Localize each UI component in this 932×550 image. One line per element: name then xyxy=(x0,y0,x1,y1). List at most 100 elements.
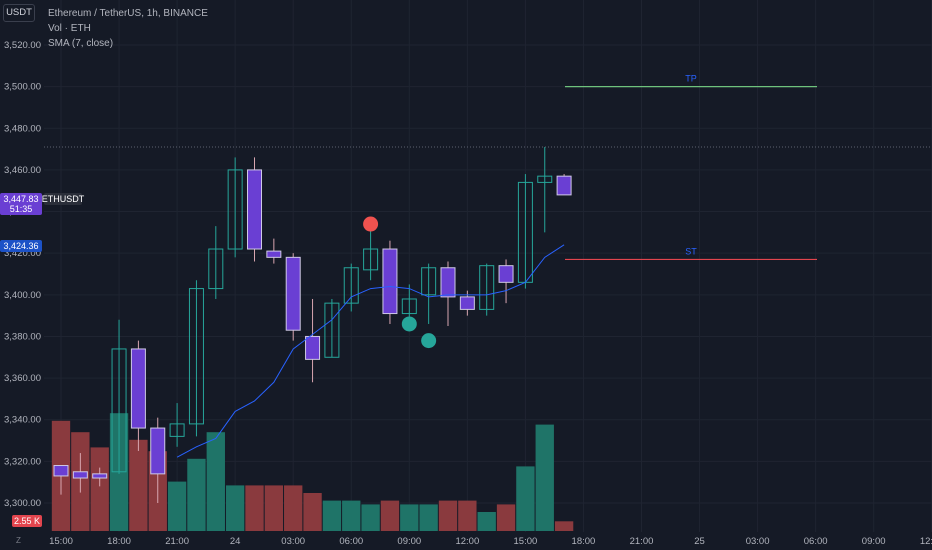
symbol-label: ETHUSDT xyxy=(42,194,85,204)
signal-marker xyxy=(363,216,379,232)
candle-body xyxy=(92,473,108,479)
x-tick-label: 25 xyxy=(694,536,705,547)
y-tick-label: 3,380.00 xyxy=(4,331,41,342)
x-tick-label: 03:00 xyxy=(281,536,305,547)
candle-body xyxy=(227,169,243,250)
volume-bar xyxy=(187,458,206,531)
volume-bar xyxy=(496,504,516,531)
sma-line xyxy=(176,244,565,458)
candle-body xyxy=(266,250,282,258)
candle-body xyxy=(440,267,456,298)
x-tick-label: 15:00 xyxy=(49,536,73,547)
candle-body xyxy=(401,298,417,315)
time-axis: 15:00 18:00 21:00 24 03:00 06:00 09:00 12:00 15:… xyxy=(49,536,932,547)
candle-body xyxy=(382,248,398,315)
symbol-title[interactable]: Ethereum / TetherUS, 1h, BINANCE xyxy=(48,8,208,19)
x-tick-label: 06:00 xyxy=(339,536,363,547)
y-tick-label: 3,420.00 xyxy=(4,248,41,259)
volume-bar xyxy=(419,504,438,531)
y-tick-label: 3,460.00 xyxy=(4,165,41,176)
candle-body xyxy=(130,348,146,429)
volume-bar xyxy=(225,485,245,531)
price-axis: 3,300.00 3,320.00 3,340.00 3,360.00 3,380.00… xyxy=(4,40,41,509)
candle-body xyxy=(479,265,495,310)
y-tick-label: 3,480.00 xyxy=(4,123,41,134)
currency-unit-button[interactable]: USDT xyxy=(3,4,35,22)
zoom-reset-button[interactable]: Z xyxy=(16,536,21,545)
volume-bar xyxy=(477,512,496,531)
signal-markers xyxy=(363,216,437,349)
candle-body xyxy=(459,296,475,310)
volume-bar xyxy=(361,504,380,531)
signal-marker xyxy=(401,316,417,332)
candle-body xyxy=(169,423,185,437)
candle-body xyxy=(72,471,88,479)
volume-bar xyxy=(400,504,419,531)
candle-body xyxy=(285,256,301,331)
volume-bar xyxy=(206,432,225,531)
x-tick-label: 18:00 xyxy=(107,536,131,547)
volume-bar xyxy=(129,439,148,531)
sma-indicator-label[interactable]: SMA (7, close) xyxy=(48,38,114,49)
volume-bar xyxy=(380,500,400,531)
volume-bars xyxy=(51,413,574,531)
x-tick-label: 21:00 xyxy=(165,536,189,547)
volume-bar xyxy=(554,521,574,531)
volume-badge: 2.55 K xyxy=(12,515,42,527)
x-tick-label: 12:00 xyxy=(455,536,479,547)
x-tick-label: 03:00 xyxy=(746,536,770,547)
candle-body xyxy=(537,175,553,183)
candle-body xyxy=(343,267,359,304)
candle-body xyxy=(556,175,572,196)
candle-body xyxy=(247,169,262,250)
y-tick-label: 3,400.00 xyxy=(4,290,41,301)
price-badge-value: 3,447.83 xyxy=(3,194,38,204)
x-tick-label: 15:00 xyxy=(514,536,538,547)
y-tick-label: 3,300.00 xyxy=(4,498,41,509)
x-tick-label: 21:00 xyxy=(630,536,654,547)
candle-body xyxy=(305,335,321,360)
y-tick-label: 3,500.00 xyxy=(4,82,41,93)
candles xyxy=(53,147,572,503)
volume-bar xyxy=(458,500,477,531)
volume-bar xyxy=(322,500,342,531)
volume-indicator-label[interactable]: Vol · ETH xyxy=(48,23,91,34)
signal-marker xyxy=(421,333,437,349)
y-tick-label: 3,340.00 xyxy=(4,415,41,426)
x-tick-label: 12:00 xyxy=(920,536,932,547)
x-tick-label: 09:00 xyxy=(397,536,421,547)
candle-body xyxy=(324,302,340,358)
countdown-label: 51:35 xyxy=(10,204,33,214)
y-tick-label: 3,360.00 xyxy=(4,373,41,384)
volume-bar xyxy=(342,500,361,531)
volume-bar xyxy=(535,424,554,531)
volume-bar xyxy=(264,485,284,531)
candle-body xyxy=(498,265,514,283)
x-tick-label: 06:00 xyxy=(804,536,828,547)
level-label: ST xyxy=(685,246,697,256)
volume-bar xyxy=(303,493,322,531)
candle-body xyxy=(421,267,437,296)
symbol-badge: ETHUSDT xyxy=(42,193,85,205)
volume-bar xyxy=(167,481,187,531)
level-label: TP xyxy=(685,74,697,84)
volume-bar xyxy=(284,485,303,531)
price-levels: TP ST xyxy=(565,74,817,261)
y-tick-label: 3,520.00 xyxy=(4,40,41,51)
y-tick-label: 3,320.00 xyxy=(4,456,41,467)
candle-body xyxy=(208,248,224,290)
candle-body xyxy=(188,288,204,425)
chart-legend: Ethereum / TetherUS, 1h, BINANCE Vol · E… xyxy=(48,6,208,51)
candle-body xyxy=(53,465,69,477)
volume-bar xyxy=(245,485,264,531)
candle-body xyxy=(150,427,166,475)
x-tick-label: 09:00 xyxy=(862,536,886,547)
volume-bar xyxy=(438,500,458,531)
volume-badge-value: 2.55 K xyxy=(14,516,40,526)
price-badge: 3,447.83 51:35 xyxy=(0,193,42,215)
sma-badge: 3,424.36 xyxy=(0,240,42,252)
x-tick-label: 18:00 xyxy=(572,536,596,547)
volume-bar xyxy=(90,447,109,531)
x-tick-label: 24 xyxy=(230,536,241,547)
